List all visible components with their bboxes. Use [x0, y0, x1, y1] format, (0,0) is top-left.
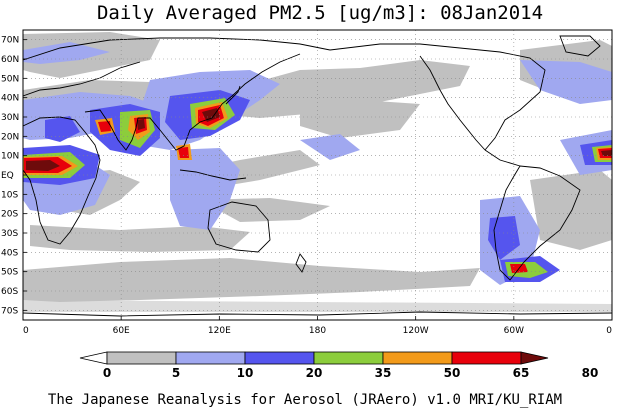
darkred-caribbean [601, 150, 612, 156]
darkred-west-africa [26, 160, 60, 171]
gray-region-s-atlantic [530, 170, 612, 250]
lon-tick-label: 120E [208, 326, 231, 336]
coast-na-west [419, 55, 486, 151]
colorbar: 0 5 10 20 35 50 65 80 [79, 351, 599, 380]
footer-credit: The Japanese Reanalysis for Aerosol (JRA… [48, 392, 562, 408]
coast-europe [23, 61, 141, 97]
field-gray-bands [23, 32, 612, 312]
gray-region-s-indian [30, 225, 250, 252]
colorbar-level-label: 35 [375, 366, 392, 380]
lon-tick-label: 180 [309, 326, 326, 336]
longitude-tick-labels: 0 60E 120E 180 120W 60W 0 [22, 316, 613, 336]
lon-tick-label: 0 [23, 326, 29, 336]
colorbar-segment [313, 351, 384, 365]
lat-tick-label: 70S [1, 306, 18, 316]
latitude-tick-labels: 70N 60N 50N 40N 30N 20N 10N EQ 10S 20S 30S 40S 50S 60… [1, 36, 27, 316]
lat-tick-label: 10N [1, 152, 19, 162]
colorbar-segment [244, 351, 315, 365]
lat-tick-label: 60S [1, 287, 18, 297]
gray-region-pacific-east [300, 100, 420, 138]
lat-tick-label: 60N [1, 55, 19, 65]
lat-tick-label: 20S [1, 210, 18, 220]
pm25-field [23, 32, 612, 312]
lat-tick-label: 40N [1, 94, 19, 104]
colorbar-level-label: 20 [306, 366, 323, 380]
lightblue-pacific [300, 134, 360, 160]
colorbar-segment [106, 351, 177, 365]
coast-se-asia-islands [179, 169, 247, 181]
colorbar-level-label: 5 [172, 366, 180, 380]
coast-south-america [493, 165, 581, 281]
coast-east-asia [167, 53, 301, 151]
lon-tick-label: 120W [403, 326, 429, 336]
colorbar-level-label: 10 [237, 366, 254, 380]
lat-tick-label: 50N [1, 74, 19, 84]
coast-new-zealand [295, 253, 307, 273]
lat-tick-label: EQ [1, 171, 14, 181]
colorbar-level-label: 50 [444, 366, 461, 380]
lat-tick-label: 20N [1, 132, 19, 142]
lat-tick-label: 10S [1, 190, 18, 200]
colorbar-high-triangle [520, 351, 549, 365]
lat-tick-label: 30S [1, 229, 18, 239]
field-darkred-bands [26, 108, 612, 171]
coastlines [23, 35, 612, 317]
colorbar-segment [175, 351, 246, 365]
colorbar-low-triangle [79, 351, 108, 365]
figure-title: Daily Averaged PM2.5 [ug/m3]: 08Jan2014 [97, 2, 543, 24]
coast-antarctica [23, 311, 612, 317]
lightblue-nw-africa [23, 42, 110, 64]
gray-region-s-pacific [200, 198, 330, 222]
lat-tick-label: 50S [1, 268, 18, 278]
lightblue-se-asia [170, 148, 240, 230]
lat-tick-label: 40S [1, 248, 18, 258]
coast-australia [207, 201, 271, 253]
lon-tick-label: 60E [113, 326, 130, 336]
coast-greenland [559, 35, 601, 57]
lat-tick-label: 30N [1, 113, 19, 123]
colorbar-level-label: 80 [582, 366, 599, 380]
lat-tick-label: 70N [1, 36, 19, 46]
coast-north-america [329, 43, 546, 151]
lon-tick-label: 0 [606, 326, 612, 336]
colorbar-level-label: 0 [103, 366, 111, 380]
colorbar-segment [451, 351, 522, 365]
coast-japan [225, 85, 241, 105]
coast-central-america [484, 149, 521, 167]
blue-ne-africa [45, 116, 80, 142]
red-middle-east [98, 121, 111, 132]
lon-tick-label: 60W [504, 326, 524, 336]
gray-region-southern-ocean [23, 258, 480, 302]
colorbar-segment [382, 351, 453, 365]
coast-arabia-india [84, 109, 169, 151]
map-frame [22, 29, 613, 321]
colorbar-level-label: 65 [513, 366, 530, 380]
map-panel: 70N 60N 50N 40N 30N 20N 10N EQ 10S 20S 30S 40S 50S 60… [1, 29, 613, 336]
gray-region-n-pacific [215, 60, 470, 118]
darkred-india [137, 119, 145, 130]
coast-africa [23, 116, 101, 245]
darkred-china [202, 108, 220, 122]
coast-asia-north [23, 37, 331, 61]
red-se-asia [178, 147, 189, 158]
lightblue-n-pacific [520, 60, 612, 104]
